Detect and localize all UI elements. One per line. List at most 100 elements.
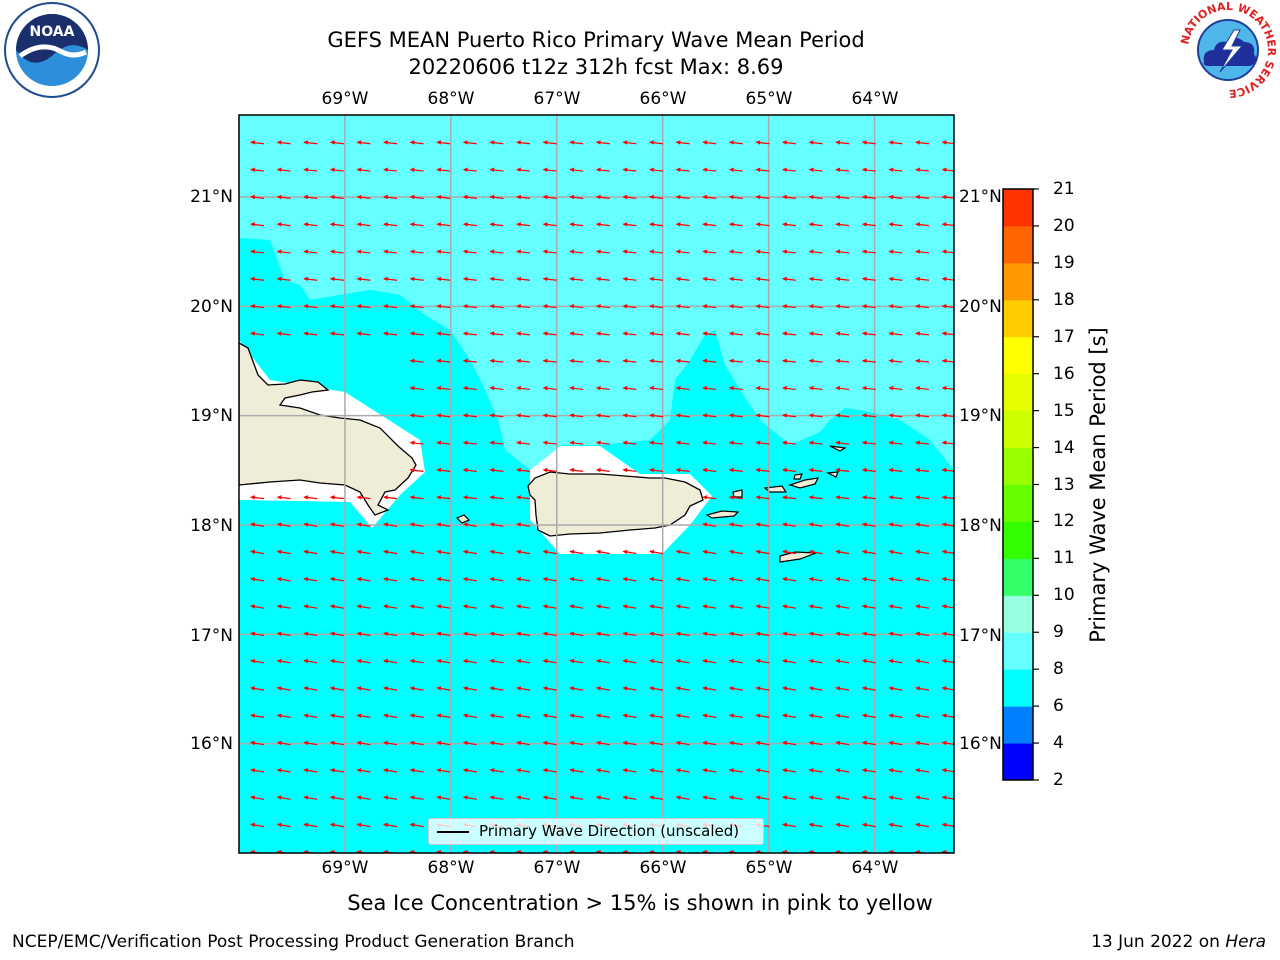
- wave-arrow: [915, 413, 930, 418]
- wave-arrow: [675, 140, 690, 145]
- wave-arrow: [915, 768, 930, 773]
- wave-arrow: [250, 549, 265, 555]
- wave-arrow: [250, 140, 265, 145]
- wave-arrow: [728, 549, 743, 555]
- colorbar-tick-label: 20: [1053, 215, 1075, 236]
- wave-arrow: [409, 631, 424, 637]
- wave-arrow: [436, 276, 451, 282]
- colorbar-tick-label: 12: [1053, 511, 1075, 532]
- wave-arrow: [329, 795, 344, 800]
- wave-arrow: [675, 768, 690, 773]
- wave-arrow: [622, 686, 637, 691]
- wave-arrow: [329, 768, 344, 773]
- wave-arrow: [303, 304, 318, 309]
- wave-arrow: [808, 822, 823, 828]
- wave-arrow: [489, 713, 504, 718]
- colorbar-cell: [1003, 262, 1033, 301]
- wave-arrow: [329, 549, 344, 555]
- wave-arrow: [436, 522, 451, 527]
- wave-arrow: [755, 331, 770, 336]
- lon-label-bottom: 65°W: [745, 858, 793, 878]
- wave-arrow: [542, 713, 557, 718]
- wave-arrow: [569, 331, 584, 336]
- wave-arrow: [861, 467, 876, 473]
- wave-arrow: [649, 440, 664, 445]
- wave-arrow: [329, 140, 344, 145]
- wave-arrow: [250, 795, 265, 800]
- chart-title: GEFS MEAN Puerto Rico Primary Wave Mean …: [327, 28, 865, 52]
- wave-arrow: [782, 413, 797, 418]
- wave-arrow: [622, 385, 637, 391]
- legend-label: Primary Wave Direction (unscaled): [479, 822, 740, 840]
- wave-arrow: [675, 740, 690, 746]
- wave-arrow: [622, 713, 637, 718]
- wave-arrow: [782, 549, 797, 555]
- wave-arrow: [250, 495, 265, 500]
- wave-arrow: [595, 577, 610, 582]
- wave-arrow: [649, 686, 664, 691]
- wave-arrow: [702, 713, 717, 718]
- wave-arrow: [569, 549, 584, 555]
- wave-arrow: [409, 795, 424, 800]
- wave-arrow: [409, 822, 424, 828]
- wave-arrow: [915, 549, 930, 555]
- wave-arrow: [861, 740, 876, 746]
- wave-arrow: [782, 249, 797, 254]
- wave-arrow: [383, 495, 398, 500]
- wave-arrow: [915, 304, 930, 309]
- wave-arrow: [915, 577, 930, 582]
- wave-arrow: [861, 658, 876, 664]
- wave-arrow: [702, 577, 717, 582]
- wave-arrow: [516, 194, 531, 200]
- colorbar-cell: [1003, 336, 1033, 375]
- wave-arrow: [728, 440, 743, 445]
- wave-arrow: [303, 522, 318, 527]
- wave-arrow: [728, 385, 743, 391]
- ocean-8-9: [239, 115, 954, 470]
- wave-arrow: [276, 631, 291, 637]
- wave-arrow: [250, 577, 265, 582]
- wave-arrow: [622, 222, 637, 227]
- wave-arrow: [356, 604, 371, 609]
- wave-arrow: [303, 549, 318, 555]
- wave-arrow: [356, 140, 371, 145]
- wave-arrow: [489, 413, 504, 418]
- ocean-6-8-pocket-west: [239, 240, 285, 290]
- lat-label-left: 17°N: [190, 626, 233, 646]
- wave-arrow: [808, 740, 823, 746]
- wave-arrow: [329, 604, 344, 609]
- wave-arrow: [755, 604, 770, 609]
- wave-arrow: [702, 686, 717, 691]
- wave-arrow: [649, 413, 664, 418]
- wave-arrow: [835, 467, 850, 473]
- wave-arrow: [436, 658, 451, 664]
- wave-arrow: [622, 577, 637, 582]
- wave-arrow: [782, 467, 797, 473]
- wave-arrow: [728, 686, 743, 691]
- wave-arrow: [356, 713, 371, 718]
- wave-arrow: [516, 331, 531, 336]
- wave-arrow: [649, 194, 664, 200]
- wave-arrow: [542, 249, 557, 254]
- wave-arrow: [888, 194, 903, 200]
- wave-arrow: [276, 822, 291, 828]
- wave-arrow: [462, 577, 477, 582]
- wave-arrow: [303, 167, 318, 172]
- wave-arrow: [622, 604, 637, 609]
- wave-arrow: [595, 658, 610, 664]
- wave-arrow: [702, 658, 717, 664]
- wave-arrow: [250, 604, 265, 609]
- lat-label-left: 19°N: [190, 406, 233, 426]
- wave-arrow: [489, 549, 504, 555]
- wave-arrow: [516, 768, 531, 773]
- wave-arrow: [383, 276, 398, 282]
- nws-logo: NATIONAL WEATHER SERVICE: [1178, 0, 1278, 100]
- wave-arrow: [702, 413, 717, 418]
- wave-arrow: [622, 413, 637, 418]
- wave-arrow: [409, 549, 424, 555]
- wave-arrow: [436, 358, 451, 363]
- wave-arrow: [649, 658, 664, 664]
- wave-arrow: [808, 331, 823, 336]
- wave-arrow: [595, 249, 610, 254]
- wave-arrow: [516, 304, 531, 309]
